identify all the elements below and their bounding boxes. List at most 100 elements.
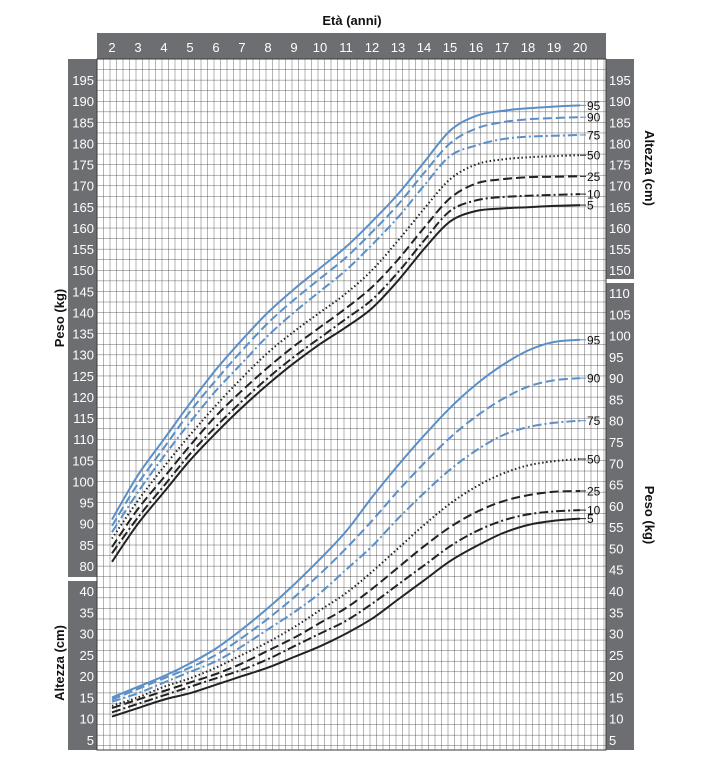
right-weight-tick-label: 40 [609, 584, 623, 599]
weight-percentile-label: 50 [587, 453, 601, 467]
x-tick-label: 6 [212, 40, 219, 55]
right-weight-tick-label: 105 [609, 307, 631, 322]
right-height-tick-label: 185 [609, 115, 631, 130]
left-height-tick-label: 95 [80, 496, 94, 511]
right-height-tick-label: 155 [609, 242, 631, 257]
left-height-tick-label: 160 [72, 221, 94, 236]
left-upper-axis-title: Peso (kg) [52, 289, 67, 348]
x-tick-label: 12 [365, 40, 379, 55]
x-tick-label: 13 [391, 40, 405, 55]
left-weight-tick-label: 10 [80, 712, 94, 727]
left-height-tick-label: 145 [72, 284, 94, 299]
left-weight-tick-label: 40 [80, 584, 94, 599]
right-weight-tick-label: 30 [609, 627, 623, 642]
right-height-tick-label: 150 [609, 263, 631, 278]
height-percentile-label: 75 [587, 128, 601, 142]
right-weight-tick-label: 95 [609, 350, 623, 365]
plot-border [96, 58, 607, 751]
weight-percentile-label: 25 [587, 484, 601, 498]
right-height-tick-label: 160 [609, 221, 631, 236]
right-lower-axis-band [606, 283, 634, 750]
height-percentile-label: 10 [587, 188, 601, 202]
axis-bands [68, 33, 634, 750]
height-percentile-label: 5 [587, 199, 594, 213]
left-height-tick-label: 185 [72, 115, 94, 130]
x-tick-label: 18 [521, 40, 535, 55]
right-weight-tick-label: 80 [609, 414, 623, 429]
left-height-tick-label: 115 [73, 411, 94, 426]
left-height-tick-label: 165 [72, 200, 94, 215]
right-height-tick-label: 180 [609, 136, 631, 151]
x-tick-label: 4 [160, 40, 167, 55]
right-weight-tick-label: 90 [609, 371, 623, 386]
left-height-tick-label: 100 [72, 474, 94, 489]
right-weight-tick-label: 20 [609, 669, 623, 684]
right-weight-tick-label: 65 [609, 478, 623, 493]
right-weight-tick-label: 25 [609, 648, 623, 663]
right-lower-axis-title: Peso (kg) [642, 486, 657, 545]
chart-grid [96, 58, 607, 751]
left-height-tick-label: 140 [72, 305, 94, 320]
right-weight-tick-label: 45 [609, 563, 623, 578]
plot-area [97, 59, 606, 750]
x-tick-label: 10 [313, 40, 327, 55]
left-upper-axis-band [68, 59, 97, 577]
left-height-tick-label: 150 [72, 263, 94, 278]
x-tick-label: 19 [547, 40, 561, 55]
left-height-tick-label: 125 [72, 369, 94, 384]
height-percentile-label: 90 [587, 111, 601, 125]
right-weight-tick-label: 110 [609, 286, 630, 301]
left-height-tick-label: 180 [72, 136, 94, 151]
left-weight-tick-label: 20 [80, 669, 94, 684]
left-weight-tick-label: 25 [80, 648, 94, 663]
height-percentile-label: 25 [587, 170, 601, 184]
right-weight-tick-label: 15 [609, 690, 623, 705]
right-weight-tick-label: 60 [609, 499, 623, 514]
x-tick-label: 20 [573, 40, 587, 55]
right-height-tick-label: 195 [609, 73, 631, 88]
x-tick-label: 2 [108, 40, 115, 55]
left-height-tick-label: 190 [72, 94, 94, 109]
weight-percentile-label: 90 [587, 372, 601, 386]
right-weight-tick-label: 5 [609, 733, 616, 748]
left-height-tick-label: 80 [80, 559, 94, 574]
right-weight-tick-label: 50 [609, 541, 623, 556]
right-weight-tick-label: 100 [609, 329, 631, 344]
left-weight-tick-label: 30 [80, 627, 94, 642]
right-height-tick-label: 175 [609, 158, 631, 173]
left-weight-tick-label: 15 [80, 690, 94, 705]
x-tick-label: 9 [290, 40, 297, 55]
left-height-tick-label: 170 [72, 179, 94, 194]
left-height-tick-label: 90 [80, 517, 94, 532]
right-weight-tick-label: 55 [609, 520, 623, 535]
x-tick-label: 5 [186, 40, 193, 55]
left-height-tick-label: 155 [72, 242, 94, 257]
left-lower-axis-title: Altezza (cm) [52, 625, 67, 701]
weight-percentile-label: 5 [587, 512, 594, 526]
right-weight-tick-label: 35 [609, 605, 623, 620]
right-weight-tick-label: 10 [609, 712, 623, 727]
height-percentile-label: 50 [587, 149, 601, 163]
left-height-tick-label: 195 [72, 73, 94, 88]
right-weight-tick-label: 85 [609, 392, 623, 407]
right-weight-tick-label: 75 [609, 435, 623, 450]
x-tick-label: 15 [443, 40, 457, 55]
right-height-tick-label: 170 [609, 179, 631, 194]
x-tick-label: 14 [417, 40, 431, 55]
top-axis-band [97, 33, 606, 59]
left-height-tick-label: 120 [72, 390, 94, 405]
x-tick-label: 11 [339, 40, 353, 55]
left-height-tick-label: 105 [72, 453, 94, 468]
left-weight-tick-label: 35 [80, 605, 94, 620]
left-lower-axis-band [68, 581, 97, 750]
x-tick-label: 8 [264, 40, 271, 55]
x-axis-title: Età (anni) [322, 13, 381, 28]
x-tick-label: 17 [495, 40, 509, 55]
weight-percentile-label: 95 [587, 333, 601, 347]
right-weight-tick-label: 70 [609, 456, 623, 471]
left-weight-tick-label: 5 [87, 733, 94, 748]
left-height-tick-label: 135 [72, 327, 94, 342]
left-height-tick-label: 130 [72, 348, 94, 363]
right-upper-axis-title: Altezza (cm) [642, 130, 657, 206]
